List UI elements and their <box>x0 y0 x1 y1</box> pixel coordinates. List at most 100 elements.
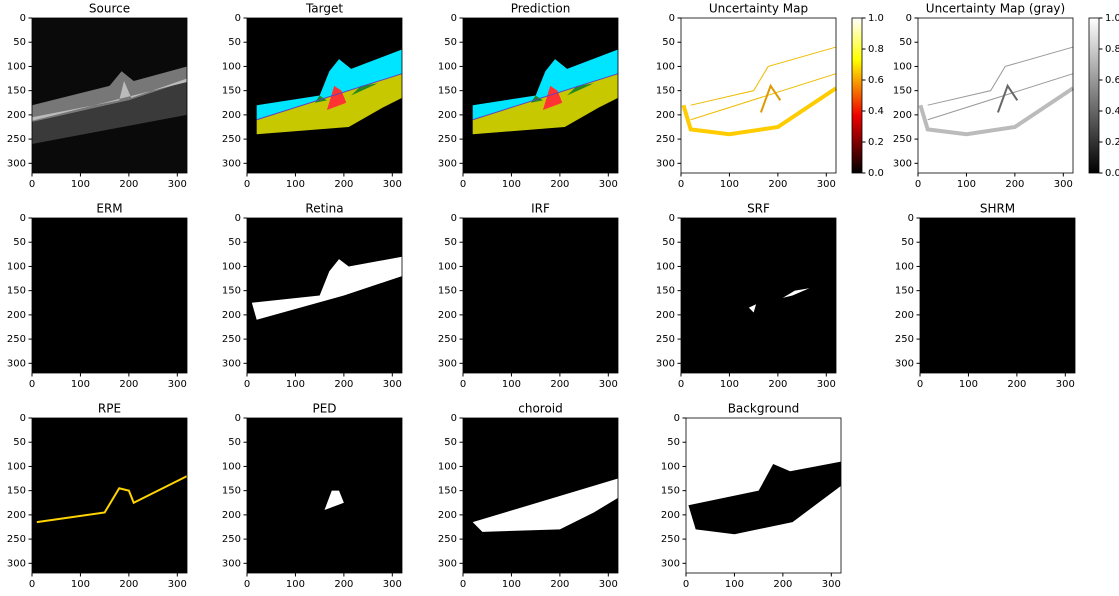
x-tick-label: 0 <box>460 179 466 190</box>
y-tick-label: 0 <box>669 13 675 24</box>
image-background <box>463 218 618 373</box>
x-tick-label: 300 <box>599 179 618 190</box>
y-tick-label: 150 <box>7 286 26 297</box>
axes-frame <box>919 217 1076 374</box>
y-tick-label: 200 <box>895 310 914 321</box>
y-tick-label: 300 <box>893 158 912 169</box>
y-tick-label: 0 <box>906 13 912 24</box>
y-tick-label: 100 <box>661 461 680 472</box>
subplot-title: Source <box>89 2 130 16</box>
subplot: Uncertainty Map (gray)0 100 200 30005010015… <box>893 2 1119 191</box>
x-tick-label: 0 <box>915 179 921 190</box>
image-line <box>690 46 837 106</box>
colorbar-tick-label: 0.6 <box>1105 75 1119 86</box>
image-line <box>927 73 1074 121</box>
y-tick-label: 100 <box>222 61 241 72</box>
image-line <box>36 475 188 524</box>
x-tick-label: 0 <box>29 579 35 590</box>
x-tick-label: 200 <box>550 379 569 390</box>
x-tick-label: 300 <box>599 579 618 590</box>
subplot-title: Retina <box>305 202 343 216</box>
image-background <box>247 418 402 573</box>
x-tick-label: 200 <box>550 579 569 590</box>
image-line <box>996 83 1019 113</box>
y-tick-label: 0 <box>669 213 675 224</box>
subplot-title: IRF <box>531 202 550 216</box>
y-tick-label: 150 <box>656 286 675 297</box>
y-tick-label: 100 <box>656 261 675 272</box>
y-tick-label: 50 <box>444 237 457 248</box>
y-tick-label: 200 <box>7 310 26 321</box>
y-tick-label: 0 <box>451 213 457 224</box>
colorbar <box>1088 17 1100 174</box>
x-tick-label: 100 <box>71 379 90 390</box>
axes-frame <box>680 17 837 174</box>
y-tick-label: 200 <box>893 110 912 121</box>
y-tick-label: 50 <box>228 237 241 248</box>
y-tick-label: 0 <box>235 413 241 424</box>
y-tick-label: 50 <box>901 237 914 248</box>
y-tick-label: 50 <box>662 237 675 248</box>
subplot-title: Target <box>305 2 343 16</box>
x-tick-label: 100 <box>957 179 976 190</box>
colorbar-tick-label: 0.2 <box>1105 137 1119 148</box>
y-tick-label: 50 <box>13 437 26 448</box>
image-region <box>472 478 618 532</box>
subplot-title: Background <box>728 402 800 416</box>
y-tick-label: 250 <box>7 134 26 145</box>
y-tick-label: 250 <box>893 134 912 145</box>
y-tick-label: 300 <box>438 358 457 369</box>
y-tick-label: 150 <box>438 86 457 97</box>
x-tick-label: 0 <box>29 379 35 390</box>
x-tick-label: 0 <box>683 579 689 590</box>
y-tick-label: 0 <box>451 13 457 24</box>
colorbar-tick-label: 1.0 <box>868 13 884 24</box>
y-tick-label: 200 <box>7 510 26 521</box>
y-tick-label: 300 <box>656 158 675 169</box>
x-tick-label: 100 <box>286 179 305 190</box>
y-tick-label: 150 <box>222 486 241 497</box>
y-tick-label: 0 <box>674 413 680 424</box>
axes-frame <box>246 417 403 574</box>
y-tick-label: 150 <box>438 486 457 497</box>
x-tick-label: 100 <box>720 379 739 390</box>
subplot-title: Uncertainty Map (gray) <box>926 2 1065 16</box>
x-tick-label: 100 <box>725 579 744 590</box>
image-background <box>32 418 187 573</box>
x-tick-label: 200 <box>334 379 353 390</box>
y-tick-label: 200 <box>222 310 241 321</box>
y-tick-label: 0 <box>908 213 914 224</box>
y-tick-label: 200 <box>438 310 457 321</box>
subplot-title: ERM <box>96 202 122 216</box>
colorbar-tick-label: 0.0 <box>1105 168 1119 179</box>
x-tick-label: 200 <box>773 579 792 590</box>
y-tick-label: 0 <box>20 213 26 224</box>
x-tick-label: 0 <box>460 579 466 590</box>
y-tick-label: 200 <box>438 110 457 121</box>
x-tick-label: 100 <box>71 579 90 590</box>
y-tick-label: 100 <box>438 261 457 272</box>
y-tick-label: 100 <box>222 261 241 272</box>
image-line <box>918 86 1075 137</box>
y-tick-label: 0 <box>451 413 457 424</box>
x-tick-label: 200 <box>1005 179 1024 190</box>
image-line <box>690 73 837 121</box>
image-background <box>681 18 836 173</box>
x-tick-label: 200 <box>334 579 353 590</box>
axes-frame <box>685 417 842 574</box>
y-tick-label: 100 <box>222 461 241 472</box>
colorbar-tick-label: 0.4 <box>1105 106 1119 117</box>
colorbar-tick-label: 0.8 <box>1105 44 1119 55</box>
y-tick-label: 50 <box>899 37 912 48</box>
subplot-title: SHRM <box>980 202 1015 216</box>
colorbar-tick-label: 0.4 <box>868 106 884 117</box>
axes-frame <box>31 217 188 374</box>
x-tick-label: 200 <box>119 179 138 190</box>
y-tick-label: 250 <box>438 334 457 345</box>
y-tick-label: 200 <box>661 510 680 521</box>
y-tick-label: 200 <box>656 110 675 121</box>
